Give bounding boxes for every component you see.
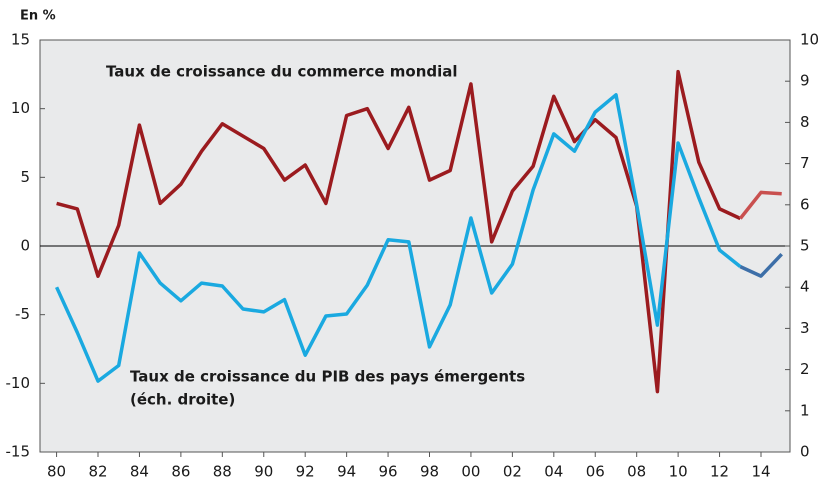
x-tick-label: 10 [669, 463, 688, 481]
y2-tick-label: 4 [800, 278, 810, 296]
x-tick-label: 86 [171, 463, 190, 481]
y2-tick-label: 9 [800, 72, 810, 90]
annotation: (éch. droite) [130, 391, 235, 409]
y-tick-label: -15 [6, 443, 31, 461]
series-line [55, 93, 742, 383]
y2-tick-label: 3 [800, 319, 810, 337]
y-tick-label: 5 [20, 168, 30, 186]
x-tick-label: 06 [586, 463, 605, 481]
y2-tick-label: 6 [800, 195, 810, 213]
y2-tick-label: 8 [800, 113, 810, 131]
y-tick-label: 15 [11, 31, 30, 49]
x-tick-label: 80 [47, 463, 66, 481]
x-tick-label: 94 [337, 463, 356, 481]
x-tick-label: 08 [627, 463, 646, 481]
x-tick-label: 90 [254, 463, 273, 481]
annotation: Taux de croissance du PIB des pays émerg… [130, 368, 525, 386]
x-tick-label: 14 [751, 463, 770, 481]
x-tick-label: 88 [213, 463, 232, 481]
x-tick-label: 00 [461, 463, 480, 481]
y2-tick-label: 5 [800, 237, 810, 255]
y2-tick-label: 0 [800, 443, 810, 461]
x-tick-label: 12 [710, 463, 729, 481]
y-tick-label: -10 [6, 374, 31, 392]
unit-label: En % [20, 9, 56, 24]
annotation: Taux de croissance du commerce mondial [106, 63, 458, 81]
y2-tick-label: 7 [800, 154, 810, 172]
y-tick-label: -5 [15, 305, 30, 323]
x-tick-label: 02 [503, 463, 522, 481]
y2-tick-label: 1 [800, 401, 810, 419]
x-tick-label: 92 [296, 463, 315, 481]
y-tick-label: 10 [11, 99, 30, 117]
projection-line [739, 252, 783, 278]
x-tick-label: 04 [544, 463, 563, 481]
x-tick-label: 96 [379, 463, 398, 481]
x-tick-label: 84 [130, 463, 149, 481]
y2-tick-label: 10 [800, 31, 819, 49]
projection-line [738, 190, 782, 220]
x-tick-label: 98 [420, 463, 439, 481]
y-tick-label: 0 [20, 237, 30, 255]
x-tick-label: 82 [88, 463, 107, 481]
y2-tick-label: 2 [800, 360, 810, 378]
series-line [56, 69, 742, 394]
